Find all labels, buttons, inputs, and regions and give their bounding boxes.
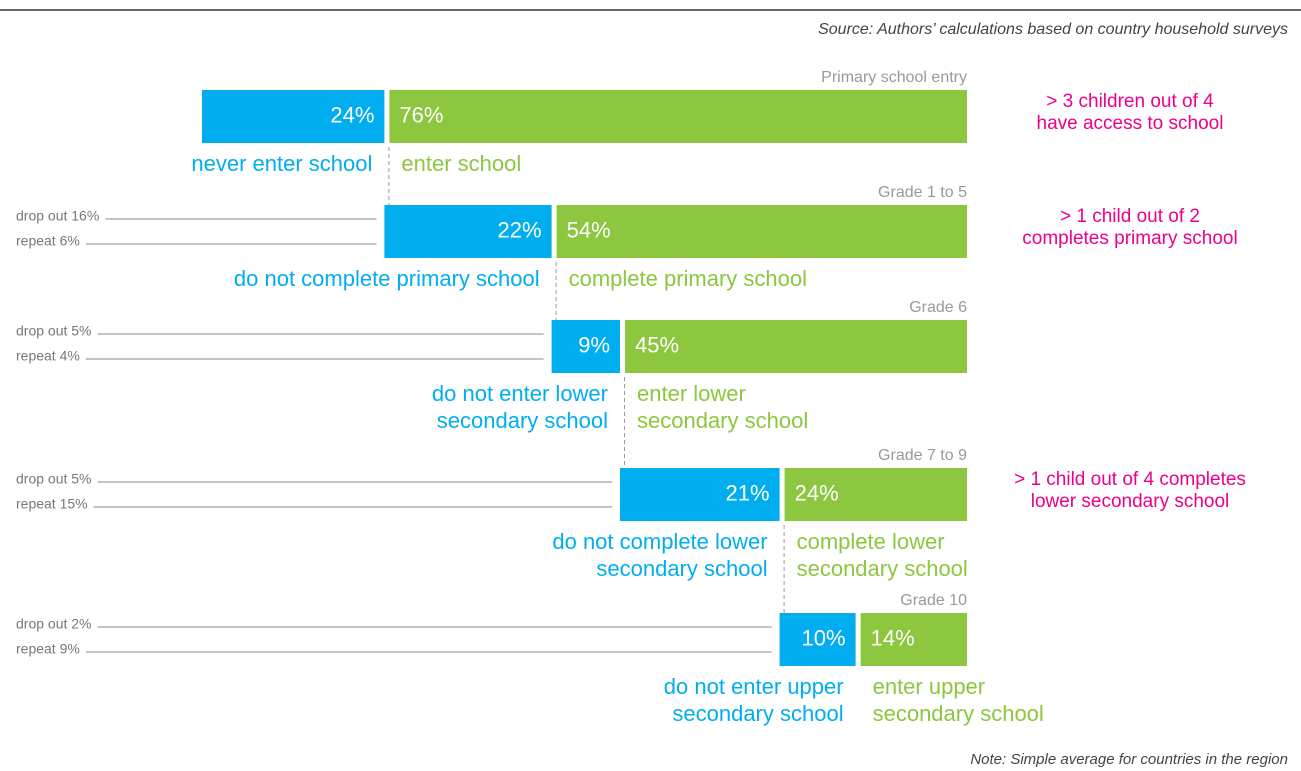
stage-label: Primary school entry [821, 69, 967, 86]
stage-label: Grade 10 [900, 592, 967, 609]
in-label: secondary school [797, 556, 968, 581]
callout: > 3 children out of 4 [1046, 91, 1214, 112]
out-bar [384, 205, 552, 258]
in-value-label: 24% [795, 480, 839, 505]
in-bar [784, 468, 967, 521]
in-bar [860, 613, 967, 666]
breakdown-label: drop out 5% [16, 471, 92, 487]
out-value-label: 9% [578, 332, 610, 357]
stage-label: Grade 1 to 5 [878, 184, 967, 201]
out-label: secondary school [437, 408, 608, 433]
in-label: secondary school [637, 408, 808, 433]
out-label: do not complete primary school [234, 266, 540, 291]
breakdown-label: repeat 15% [16, 496, 88, 512]
breakdown-label: drop out 16% [16, 208, 99, 224]
out-label: secondary school [672, 701, 843, 726]
breakdown-label: drop out 5% [16, 323, 92, 339]
out-bar [779, 613, 856, 666]
in-bar [556, 205, 967, 258]
in-bar [625, 320, 967, 373]
in-label: enter school [401, 151, 521, 176]
out-bar [620, 468, 780, 521]
stage-label: Grade 7 to 9 [878, 447, 967, 464]
in-label: enter upper [873, 674, 986, 699]
note: Note: Simple average for countries in th… [970, 751, 1288, 768]
callout: > 1 child out of 2 [1060, 206, 1200, 227]
out-value-label: 10% [802, 625, 846, 650]
callout: completes primary school [1022, 228, 1237, 249]
out-label: do not enter upper [664, 674, 844, 699]
in-label: complete primary school [569, 266, 807, 291]
out-bar [551, 320, 620, 373]
breakdown-label: repeat 6% [16, 233, 80, 249]
breakdown-label: repeat 4% [16, 348, 80, 364]
in-value-label: 45% [635, 332, 679, 357]
out-bar [202, 90, 385, 143]
callout: > 1 child out of 4 completes [1014, 469, 1246, 490]
in-value-label: 14% [871, 625, 915, 650]
breakdown-label: repeat 9% [16, 641, 80, 657]
in-value-label: 76% [399, 102, 443, 127]
out-value-label: 22% [498, 217, 542, 242]
in-value-label: 54% [567, 217, 611, 242]
out-label: secondary school [596, 556, 767, 581]
in-bar [389, 90, 967, 143]
in-label: secondary school [873, 701, 1044, 726]
source: Source: Authors’ calculations based on c… [818, 21, 1288, 38]
out-value-label: 21% [726, 480, 770, 505]
in-label: complete lower [797, 529, 945, 554]
breakdown-label: drop out 2% [16, 616, 92, 632]
out-label: never enter school [191, 151, 372, 176]
stage-label: Grade 6 [909, 299, 967, 316]
out-label: do not complete lower [552, 529, 767, 554]
callout: have access to school [1037, 113, 1224, 134]
out-label: do not enter lower [432, 381, 608, 406]
in-label: enter lower [637, 381, 746, 406]
callout: lower secondary school [1031, 491, 1230, 512]
out-value-label: 24% [330, 102, 374, 127]
